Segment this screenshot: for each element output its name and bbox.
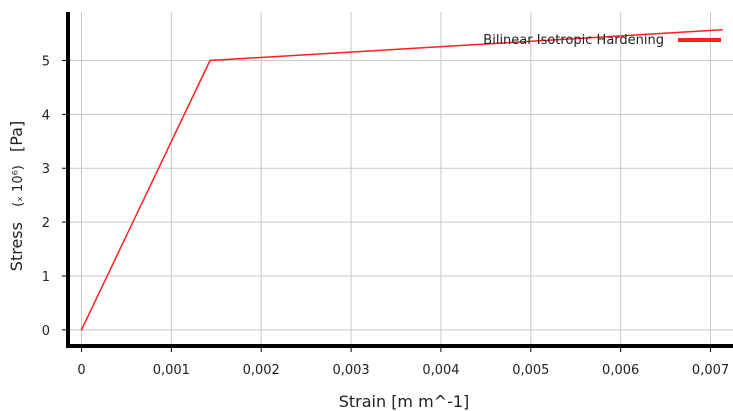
y-tick-label: 0 xyxy=(42,324,50,339)
y-axis-title-unit: [Pa] xyxy=(7,121,26,152)
data-point xyxy=(80,329,83,331)
x-tick-label: 0,001 xyxy=(153,363,190,378)
legend: Bilinear Isotropic Hardening xyxy=(483,33,721,48)
x-axis-title: Strain [m m^-1] xyxy=(339,392,470,411)
series-layer xyxy=(80,28,724,331)
y-tick-label: 2 xyxy=(42,216,50,231)
data-point xyxy=(721,28,724,31)
svg-text:Stress (ₓ 10⁶) [Pa: Stress (ₓ 10⁶) [Pa] xyxy=(7,121,26,271)
y-tick-label: 5 xyxy=(42,54,50,69)
x-tick-label: 0,002 xyxy=(243,363,280,378)
y-axis-ticks: 0 1 2 3 4 5 xyxy=(42,54,68,339)
y-axis-title-scale: (ₓ 10⁶) xyxy=(11,165,26,207)
x-tick-label: 0,004 xyxy=(422,363,459,378)
x-tick-label: 0,003 xyxy=(332,363,369,378)
x-tick-label: 0,005 xyxy=(512,363,549,378)
y-tick-label: 4 xyxy=(42,108,50,123)
x-tick-label: 0,006 xyxy=(602,363,639,378)
legend-label: Bilinear Isotropic Hardening xyxy=(483,33,664,48)
y-axis-title: Stress (ₓ 10⁶) [Pa] xyxy=(7,121,26,271)
y-axis-title-main: Stress xyxy=(7,222,26,271)
y-tick-label: 1 xyxy=(42,270,50,285)
x-tick-label: 0 xyxy=(77,363,85,378)
x-axis-ticks: 0 0,001 0,002 0,003 0,004 0,005 0,006 0,007 xyxy=(77,346,729,378)
series-line xyxy=(80,29,723,331)
y-tick-label: 3 xyxy=(42,162,50,177)
grid xyxy=(68,12,733,346)
x-tick-label: 0,007 xyxy=(692,363,729,378)
data-point xyxy=(209,59,211,62)
axes xyxy=(66,12,733,348)
